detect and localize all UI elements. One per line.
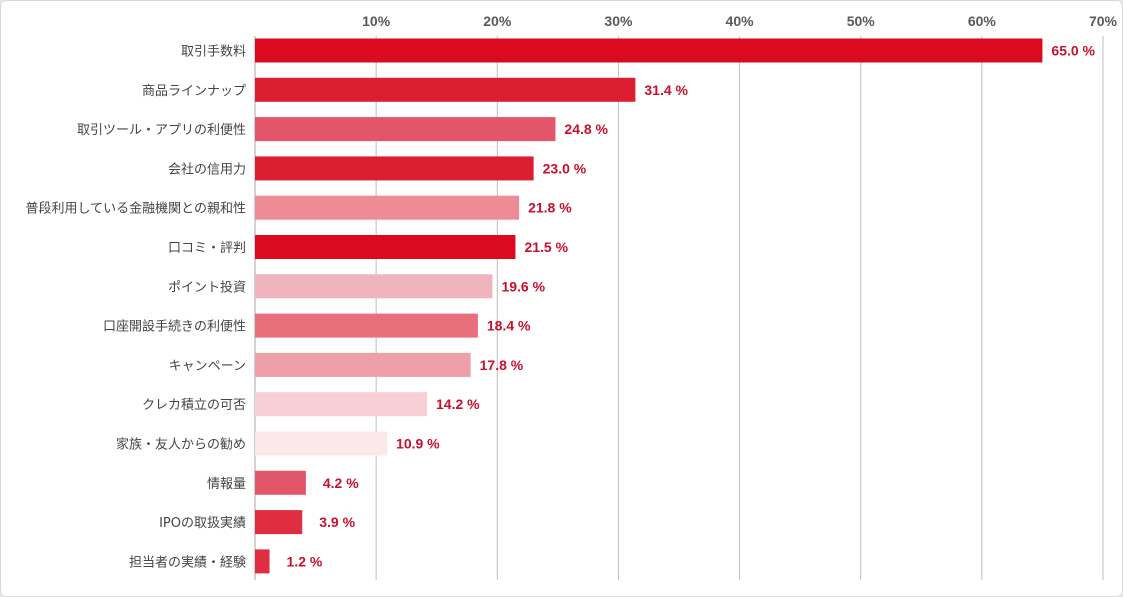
value-labels: 65.0 % 31.4 % 24.8 % 23.0 % 21.8 % 21.5 % 19.6… <box>287 43 1096 570</box>
x-tick-label-60: 60% <box>968 13 997 29</box>
category-label-14: 担当者の実績・経験 <box>129 554 246 570</box>
category-label-2: 商品ラインナップ <box>142 84 246 99</box>
value-label-6: 21.5 % <box>524 239 568 255</box>
value-label-5: 21.8 % <box>528 200 572 216</box>
value-label-8: 18.4 % <box>487 318 531 334</box>
value-label-1: 65.0 % <box>1051 43 1095 59</box>
category-label-10: クレカ積立の可否 <box>142 398 246 413</box>
category-label-11: 家族・友人からの勧め <box>116 437 246 453</box>
x-tick-label-10: 10% <box>362 13 391 29</box>
value-label-13: 3.9 % <box>319 514 355 530</box>
bar-4 <box>255 156 534 181</box>
category-label-5: 普段利用している金融機関との親和性 <box>26 201 246 217</box>
category-label-6: 口コミ・評判 <box>168 241 246 256</box>
value-label-9: 17.8 % <box>480 357 524 373</box>
bar-7 <box>255 274 493 299</box>
category-label-12: 情報量 <box>207 477 246 492</box>
bar-5 <box>255 195 520 220</box>
value-label-2: 31.4 % <box>644 82 688 98</box>
bar-2 <box>255 77 636 102</box>
category-label-13: IPOの取扱実績 <box>159 515 246 531</box>
bar-13 <box>255 510 303 535</box>
category-labels: 取引手数料商品ラインナップ取引ツール・アプリの利便性会社の信用力普段利用している… <box>26 45 246 571</box>
x-axis-ticks: 10% 20% 30% 40% 50% 60% 70% <box>362 13 1117 29</box>
bar-1 <box>255 38 1043 63</box>
value-label-3: 24.8 % <box>564 121 608 137</box>
bars <box>255 38 1043 574</box>
value-label-14: 1.2 % <box>287 553 323 569</box>
value-label-7: 19.6 % <box>501 278 545 294</box>
bar-11 <box>255 431 388 456</box>
category-label-4: 会社の信用力 <box>168 161 246 177</box>
bar-6 <box>255 235 516 259</box>
category-label-9: キャンペーン <box>169 359 246 374</box>
bar-10 <box>255 392 428 417</box>
value-label-11: 10.9 % <box>396 436 440 452</box>
bar-8 <box>255 313 478 338</box>
bar-3 <box>255 117 556 142</box>
value-label-4: 23.0 % <box>543 160 587 176</box>
value-label-12: 4.2 % <box>323 475 359 491</box>
category-label-7: ポイント投資 <box>168 279 246 295</box>
category-label-3: 取引ツール・アプリの利便性 <box>77 123 246 138</box>
x-tick-label-20: 20% <box>483 13 512 29</box>
bar-9 <box>255 352 471 377</box>
x-tick-label-40: 40% <box>726 13 755 29</box>
bar-12 <box>255 470 306 495</box>
bar-14 <box>255 549 270 574</box>
category-label-1: 取引手数料 <box>181 45 246 60</box>
x-tick-label-30: 30% <box>604 13 633 29</box>
category-label-8: 口座開設手続きの利便性 <box>103 319 246 335</box>
value-label-10: 14.2 % <box>436 396 480 412</box>
x-tick-label-50: 50% <box>847 13 876 29</box>
x-tick-label-70: 70% <box>1089 13 1118 29</box>
